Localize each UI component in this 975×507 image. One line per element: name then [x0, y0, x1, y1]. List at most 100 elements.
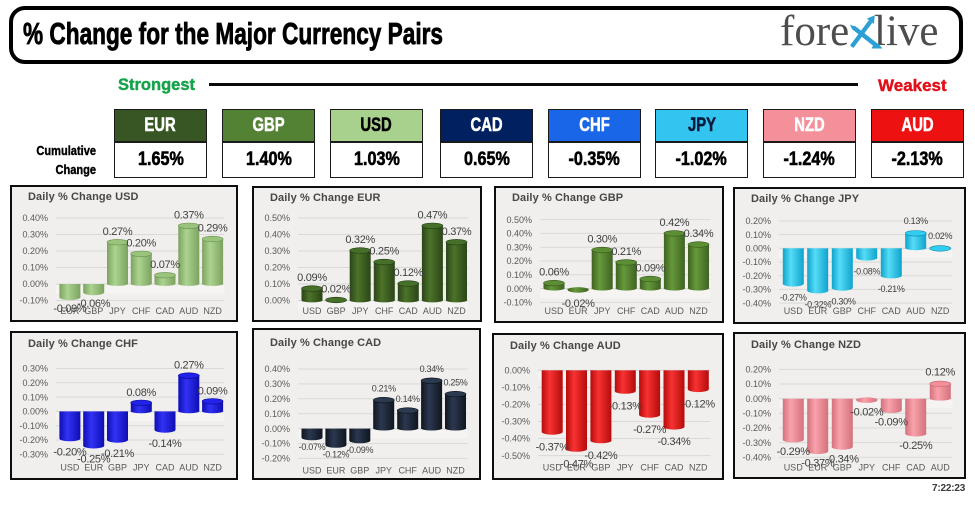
svg-text:-0.10%: -0.10%: [742, 257, 771, 267]
svg-text:-0.27%: -0.27%: [633, 424, 667, 436]
svg-text:CAD: CAD: [906, 463, 926, 473]
svg-text:0.47%: 0.47%: [418, 209, 448, 221]
svg-text:EUR: EUR: [567, 463, 587, 473]
svg-text:0.21%: 0.21%: [611, 246, 641, 258]
svg-text:0.00%: 0.00%: [22, 407, 48, 417]
svg-text:-0.09%: -0.09%: [53, 303, 87, 315]
svg-text:EUR: EUR: [808, 306, 828, 316]
svg-text:0.40%: 0.40%: [22, 213, 48, 223]
svg-text:-0.34%: -0.34%: [657, 436, 691, 448]
svg-text:CHF: CHF: [858, 306, 877, 316]
svg-text:-0.10%: -0.10%: [261, 439, 290, 449]
svg-text:-0.20%: -0.20%: [501, 400, 530, 410]
svg-text:0.09%: 0.09%: [297, 272, 327, 284]
svg-text:0.30%: 0.30%: [264, 246, 290, 256]
svg-text:0.30%: 0.30%: [587, 234, 617, 246]
svg-text:0.02%: 0.02%: [321, 284, 351, 296]
svg-text:AUD: AUD: [665, 306, 685, 316]
svg-text:EUR: EUR: [808, 463, 828, 473]
svg-text:CAD: CAD: [155, 463, 175, 473]
svg-text:0.42%: 0.42%: [660, 217, 690, 229]
svg-text:-0.09%: -0.09%: [875, 417, 909, 429]
svg-text:0.20%: 0.20%: [264, 263, 290, 273]
svg-text:AUD: AUD: [179, 463, 199, 473]
svg-text:-0.13%: -0.13%: [609, 400, 643, 412]
svg-text:-0.34%: -0.34%: [826, 453, 860, 465]
svg-text:-0.09%: -0.09%: [346, 445, 373, 455]
svg-text:-0.10%: -0.10%: [19, 296, 48, 306]
svg-text:NZD: NZD: [447, 306, 466, 316]
svg-text:0.10%: 0.10%: [22, 392, 48, 402]
svg-text:-0.30%: -0.30%: [19, 450, 48, 460]
svg-text:0.20%: 0.20%: [506, 256, 532, 266]
svg-text:0.08%: 0.08%: [126, 387, 156, 399]
svg-text:0.27%: 0.27%: [174, 360, 204, 372]
svg-text:-0.08%: -0.08%: [853, 266, 880, 276]
svg-text:0.00%: 0.00%: [264, 424, 290, 434]
svg-text:-0.47%: -0.47%: [560, 458, 594, 470]
svg-text:-0.37%: -0.37%: [801, 458, 835, 470]
svg-text:0.12%: 0.12%: [393, 267, 423, 279]
svg-text:-0.30%: -0.30%: [501, 417, 530, 427]
svg-text:0.02%: 0.02%: [928, 231, 952, 241]
svg-text:-0.20%: -0.20%: [742, 423, 771, 433]
svg-text:-0.14%: -0.14%: [148, 438, 182, 450]
svg-text:AUD: AUD: [906, 306, 926, 316]
svg-text:-0.32%: -0.32%: [804, 299, 831, 309]
svg-text:-0.27%: -0.27%: [780, 292, 807, 302]
svg-text:CAD: CAD: [399, 306, 419, 316]
svg-text:-0.30%: -0.30%: [829, 297, 856, 307]
svg-text:0.00%: 0.00%: [264, 296, 290, 306]
svg-text:0.10%: 0.10%: [264, 409, 290, 419]
svg-text:0.25%: 0.25%: [443, 378, 467, 388]
svg-text:AUD: AUD: [422, 466, 442, 476]
svg-text:AUD: AUD: [931, 463, 951, 473]
svg-text:-0.10%: -0.10%: [503, 298, 532, 308]
svg-text:0.06%: 0.06%: [539, 267, 569, 279]
svg-text:0.09%: 0.09%: [198, 385, 228, 397]
svg-text:-0.30%: -0.30%: [742, 285, 771, 295]
svg-text:AUD: AUD: [179, 306, 199, 316]
svg-text:-0.20%: -0.20%: [19, 435, 48, 445]
svg-text:0.20%: 0.20%: [745, 365, 771, 375]
svg-text:0.10%: 0.10%: [22, 263, 48, 273]
svg-text:NZD: NZD: [689, 306, 708, 316]
svg-text:-0.21%: -0.21%: [878, 284, 905, 294]
svg-text:-0.29%: -0.29%: [777, 446, 811, 458]
svg-text:-0.21%: -0.21%: [101, 448, 135, 460]
svg-text:GBP: GBP: [833, 463, 852, 473]
svg-text:EUR: EUR: [60, 306, 80, 316]
svg-text:GBP: GBP: [350, 466, 369, 476]
svg-text:0.12%: 0.12%: [925, 367, 955, 379]
svg-text:0.34%: 0.34%: [420, 364, 444, 374]
svg-text:0.10%: 0.10%: [506, 270, 532, 280]
svg-text:CAD: CAD: [664, 463, 684, 473]
svg-text:0.00%: 0.00%: [745, 244, 771, 254]
svg-text:USD: USD: [302, 306, 322, 316]
svg-text:-0.07%: -0.07%: [299, 442, 326, 452]
svg-text:0.29%: 0.29%: [198, 223, 228, 235]
svg-text:0.40%: 0.40%: [264, 230, 290, 240]
svg-text:0.07%: 0.07%: [150, 259, 180, 271]
svg-text:-0.12%: -0.12%: [323, 450, 350, 460]
svg-text:USD: USD: [60, 463, 80, 473]
svg-text:-0.20%: -0.20%: [261, 454, 290, 464]
svg-text:USD: USD: [784, 463, 804, 473]
svg-text:0.00%: 0.00%: [745, 394, 771, 404]
svg-text:JPY: JPY: [594, 306, 611, 316]
svg-text:-0.40%: -0.40%: [742, 298, 771, 308]
svg-text:0.00%: 0.00%: [506, 284, 532, 294]
svg-text:0.09%: 0.09%: [635, 263, 665, 275]
svg-text:-0.40%: -0.40%: [742, 452, 771, 462]
svg-text:-0.10%: -0.10%: [742, 409, 771, 419]
svg-text:GBP: GBP: [327, 306, 346, 316]
svg-text:-0.37%: -0.37%: [536, 441, 570, 453]
svg-text:0.30%: 0.30%: [22, 230, 48, 240]
svg-text:NZD: NZD: [446, 466, 465, 476]
svg-text:0.20%: 0.20%: [126, 237, 156, 249]
svg-text:0.40%: 0.40%: [506, 229, 532, 239]
svg-text:0.10%: 0.10%: [745, 379, 771, 389]
svg-text:0.20%: 0.20%: [22, 378, 48, 388]
svg-text:-0.42%: -0.42%: [584, 450, 618, 462]
svg-text:-0.10%: -0.10%: [19, 421, 48, 431]
